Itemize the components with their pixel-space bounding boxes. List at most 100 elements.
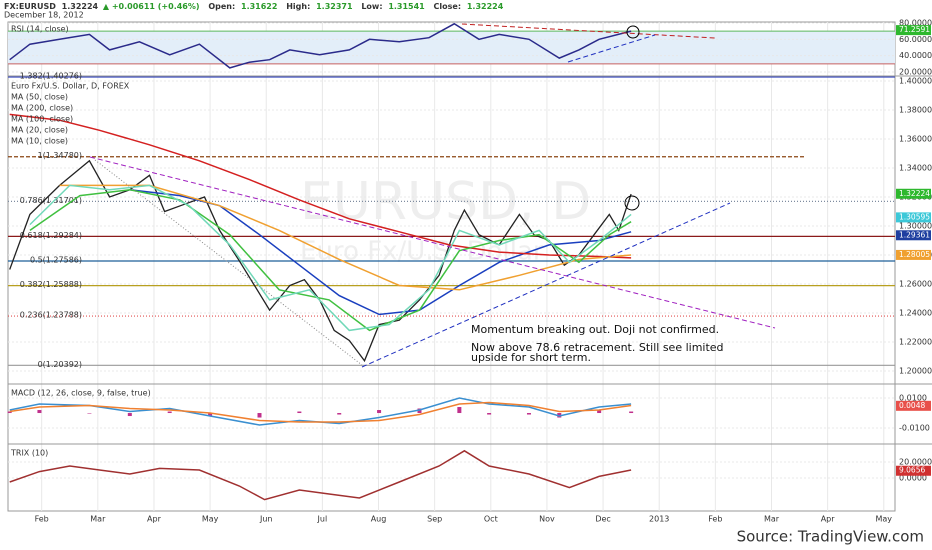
watermark: EURUSD, D [300, 172, 591, 232]
legend-entry: MA (50, close) [11, 93, 68, 102]
histogram-bar [526, 413, 531, 415]
x-tick-label: Apr [821, 515, 836, 524]
trendline [89, 156, 776, 329]
price-tag [896, 25, 931, 36]
annotation: upside for short term. [471, 351, 591, 364]
x-tick-label: May [202, 515, 219, 524]
y-tick-label: 0.0000 [899, 474, 927, 483]
histogram-bar [7, 411, 12, 414]
price-tag-label: 0.0048 [899, 401, 925, 410]
price-tag-label: 1.29361 [899, 230, 930, 239]
histogram-bar [377, 410, 382, 414]
x-tick-label: Feb [708, 515, 722, 524]
fib-label: 1.382(1.40276) [20, 72, 82, 81]
histogram-bar [257, 413, 262, 418]
price-tag-label: 71.2591 [899, 25, 930, 34]
x-tick-label: Nov [539, 515, 555, 524]
y-tick-label: 1.34000 [899, 164, 932, 173]
price-tag-label: 9.0656 [899, 466, 925, 475]
fib-label: 0.618(1.29284) [20, 231, 82, 240]
data-layer: Feb Mar Apr May Jun Jul Aug Sep Oct Nov Dec 2013 Feb… [7, 18, 932, 524]
trendline [361, 202, 731, 368]
y-tick-label: -0.0100 [899, 424, 930, 433]
series-line [29, 184, 632, 332]
y-tick-label: 80.0000 [899, 18, 932, 27]
y-tick-label: 20.0000 [899, 458, 932, 467]
legend-entry: MA (100, close) [11, 115, 73, 124]
x-tick-label: Aug [371, 515, 387, 524]
fib-label: 0(1.20392) [38, 360, 82, 369]
close-label: Close: [434, 2, 462, 11]
low-label: Low: [361, 2, 382, 11]
symbol: FX:EURUSD [4, 2, 56, 11]
series-line [59, 184, 632, 291]
rsi-band [8, 31, 895, 64]
price-tag [896, 465, 931, 476]
y-tick-label: 1.24000 [899, 308, 932, 317]
price-tag [896, 249, 931, 260]
annotation: Now above 78.6 retracement. Still see li… [471, 341, 724, 354]
series-line [9, 401, 632, 423]
watermark-subtitle: Euro Fx/U.S. Dollar [300, 237, 544, 267]
plot-frame [7, 21, 896, 512]
legend-entry: MA (10, close) [11, 137, 68, 146]
series-line [29, 189, 632, 332]
histogram-bar [208, 413, 213, 417]
y-tick-label: 1.26000 [899, 280, 932, 289]
x-tick-label: Jun [259, 515, 273, 524]
histogram-bar [37, 410, 42, 414]
price-tag-label: 1.30595 [899, 212, 930, 221]
fib-label: 1(1.34780) [38, 151, 82, 160]
open-label: Open: [208, 2, 235, 11]
y-tick-label: 1.38000 [899, 106, 932, 115]
price-tag-label: 1.28005 [899, 250, 930, 259]
open: 1.31622 [241, 2, 277, 11]
price-tag [896, 188, 931, 199]
rsi-trendline [461, 23, 716, 39]
histogram-bar [487, 413, 492, 415]
y-tick-label: 60.0000 [899, 35, 932, 44]
panel-title: RSI (14, close) [11, 25, 69, 34]
y-tick-label: 1.36000 [899, 135, 932, 144]
x-tick-label: Oct [484, 515, 498, 524]
up-arrow: ▲ [103, 2, 110, 11]
panel-title: TRIX (10) [10, 449, 48, 458]
x-tick-label: Mar [764, 515, 780, 524]
x-tick-label: 2013 [649, 515, 669, 524]
fib-guide [94, 159, 363, 366]
fib-label: 0.5(1.27586) [30, 256, 82, 265]
close: 1.32224 [467, 2, 504, 11]
x-tick-label: Dec [595, 515, 610, 524]
price-tag [896, 212, 931, 223]
histogram-bar [167, 411, 172, 414]
y-tick-label: 1.40000 [899, 77, 932, 86]
series-line [9, 113, 632, 259]
x-tick-label: Mar [90, 515, 106, 524]
histogram-bar [629, 411, 634, 414]
y-tick-label: 1.30000 [899, 222, 932, 231]
histogram-bar [417, 408, 422, 414]
price-tag-label: 1.32224 [899, 189, 930, 198]
fib-label: 0.786(1.31701) [20, 196, 82, 205]
highlight-circle [624, 195, 640, 211]
y-tick-label: 20.0000 [899, 67, 932, 76]
legend-entry: Euro Fx/U.S. Dollar, D, FOREX [11, 82, 130, 91]
x-tick-label: May [875, 515, 892, 524]
histogram-bar [457, 407, 462, 414]
highlight-circle [626, 25, 640, 39]
high: 1.32371 [316, 2, 353, 11]
panel-title: MACD (12, 26, close, 9, false, true) [11, 389, 151, 398]
x-tick-label: Feb [35, 515, 49, 524]
source: Source: TradingView.com [737, 528, 924, 546]
rsi-trendline [567, 34, 656, 63]
y-tick-label: 1.20000 [899, 366, 932, 375]
histogram-bar [87, 413, 92, 414]
x-tick-label: Jul [317, 515, 328, 524]
header-date: December 18, 2012 [4, 11, 84, 20]
drawings [89, 23, 776, 368]
high-label: High: [286, 2, 310, 11]
change: +0.00611 (+0.46%) [112, 2, 200, 11]
fib-label: 0.382(1.25888) [20, 280, 82, 289]
